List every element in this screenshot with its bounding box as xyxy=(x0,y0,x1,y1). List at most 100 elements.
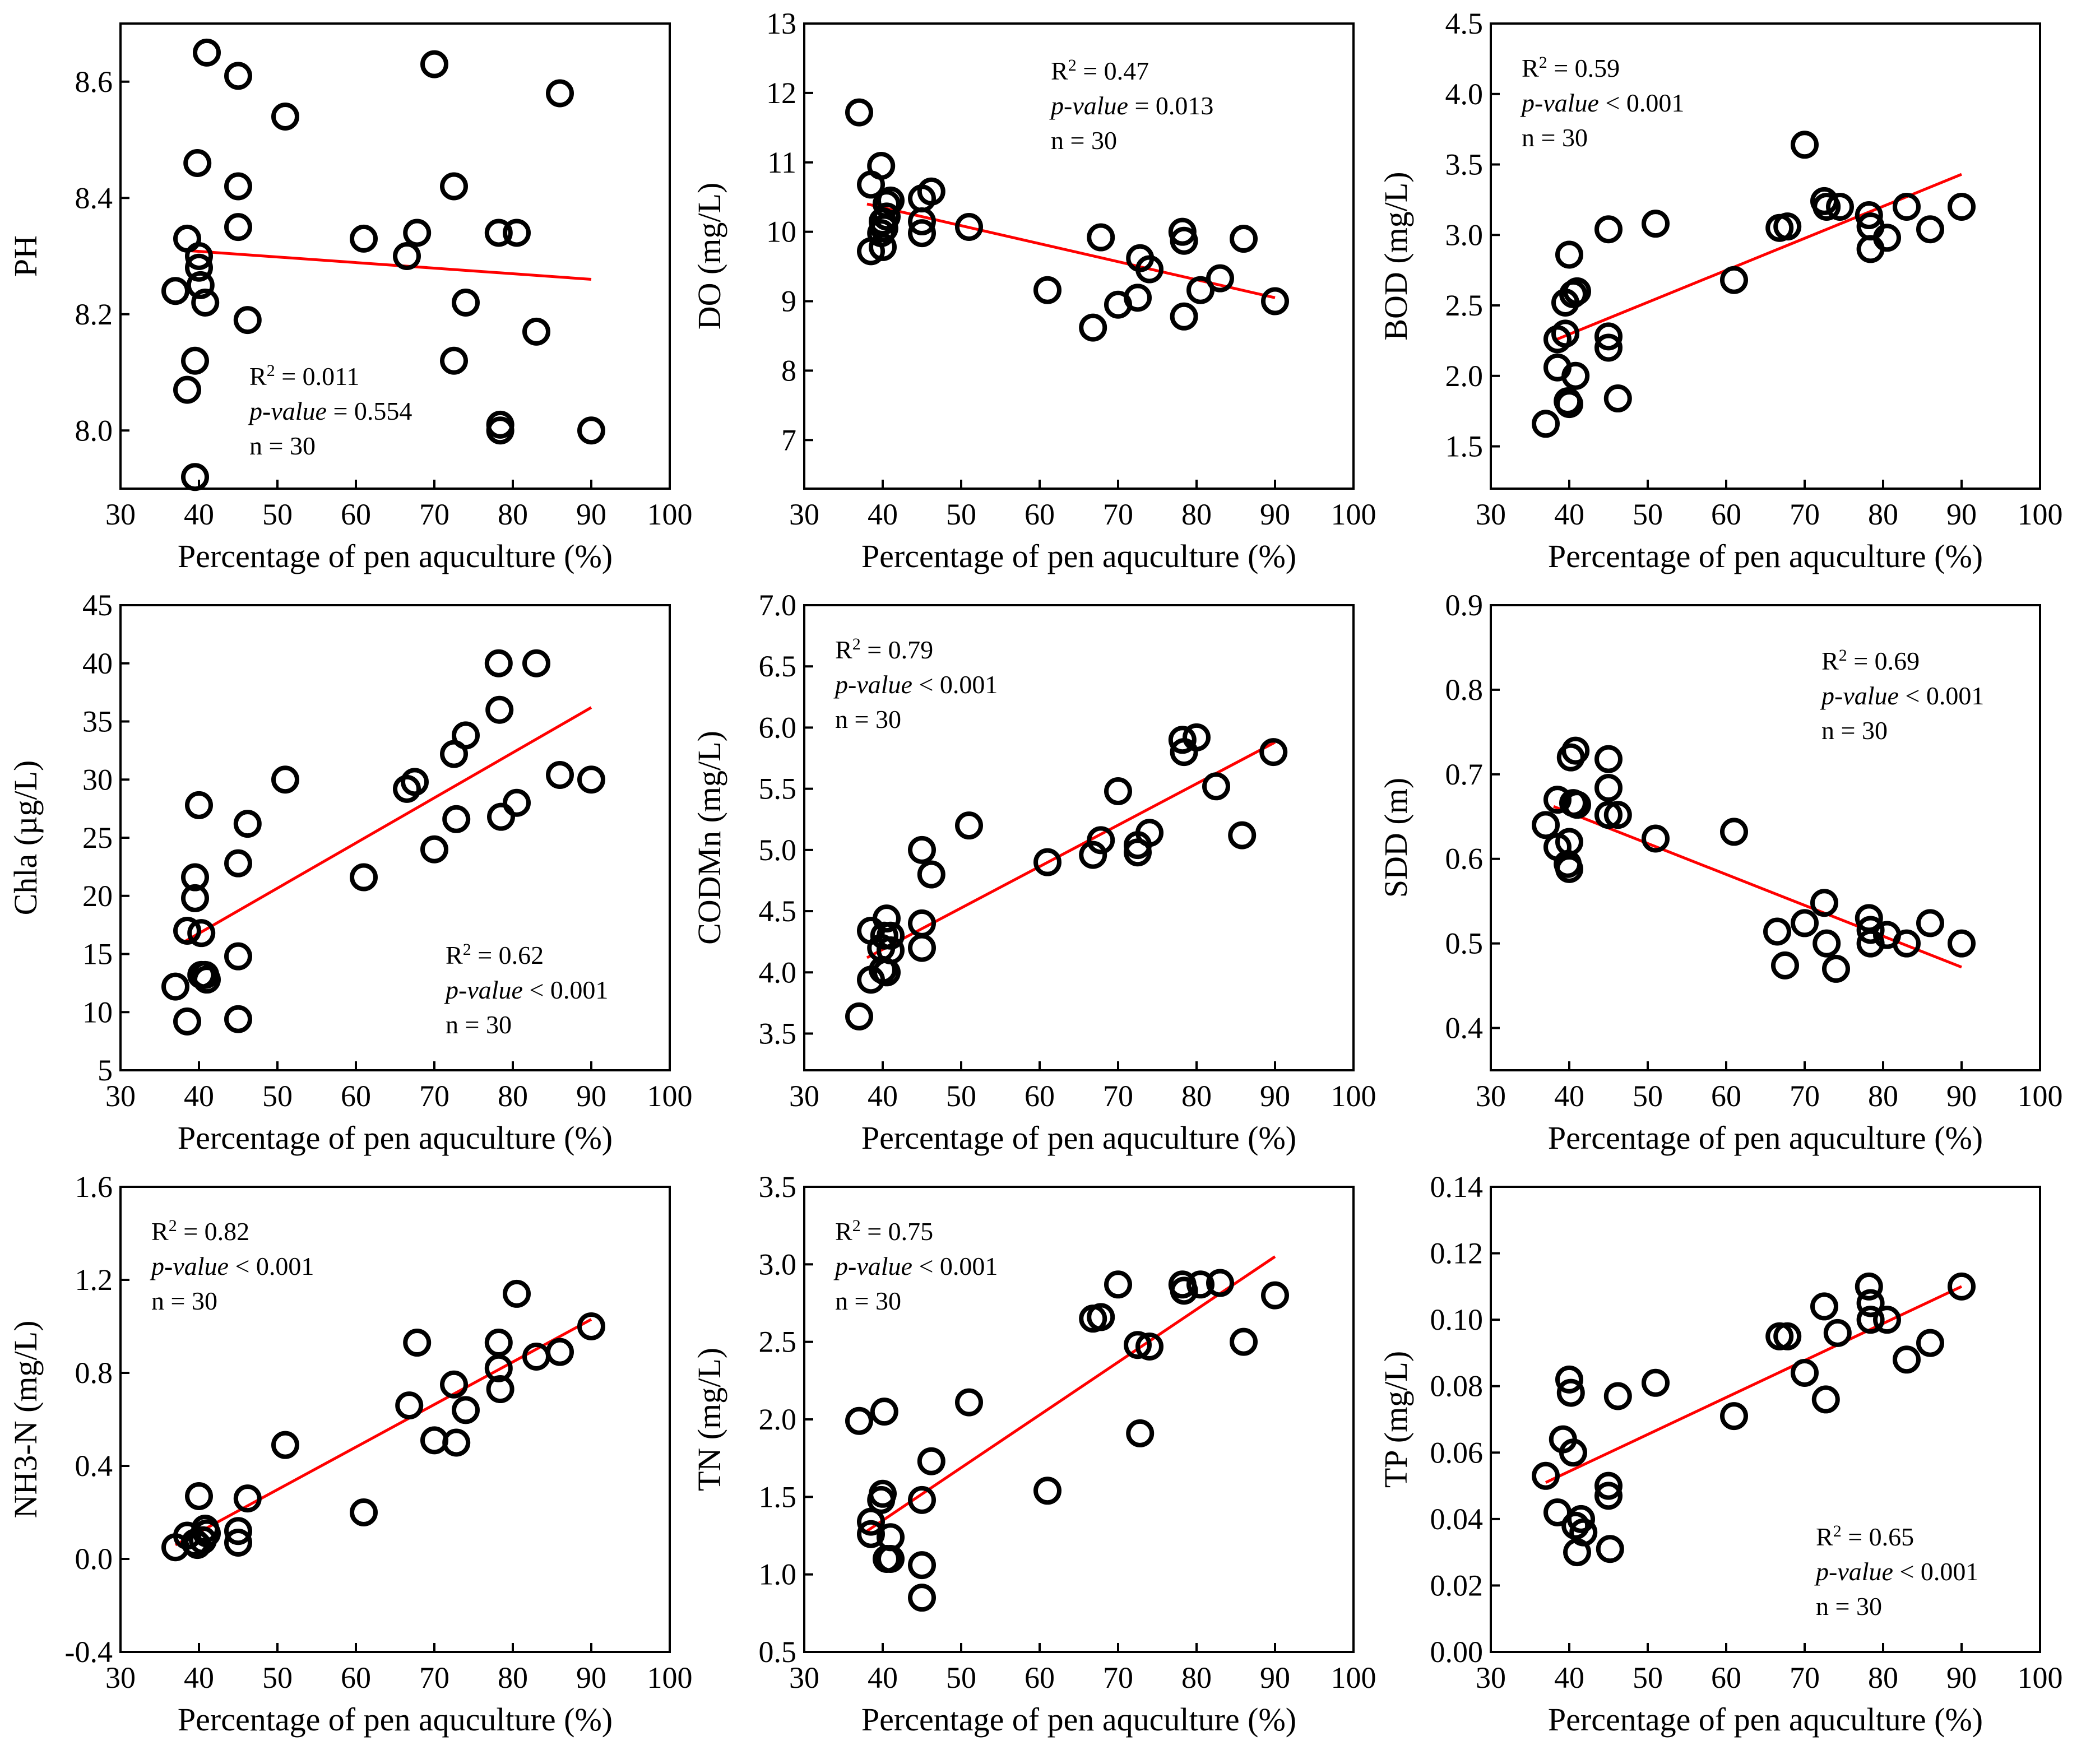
y-tick-label: 9 xyxy=(781,285,796,318)
data-point xyxy=(173,1007,201,1036)
y-tick-label: 2.0 xyxy=(759,1403,797,1436)
y-tick-label: 0.5 xyxy=(1445,927,1484,960)
data-point xyxy=(187,919,216,948)
y-tick-label: 7 xyxy=(781,423,796,457)
y-tick-label: 6.5 xyxy=(759,649,797,683)
x-tick-label: 90 xyxy=(576,498,606,531)
data-point xyxy=(503,1279,531,1308)
y-tick-label: 0.4 xyxy=(75,1449,113,1483)
x-tick-label: 100 xyxy=(647,498,693,531)
data-point xyxy=(1230,1327,1258,1356)
chart-panel-ph: 30 40 50 60 70 80 90 100 8.0 8.2 8.4 8.6 Percentage … xyxy=(7,22,693,574)
x-tick-label: 80 xyxy=(498,498,528,531)
x-tick-label: 70 xyxy=(1103,1661,1133,1695)
y-tick-label: 8.0 xyxy=(75,414,113,447)
x-tick-label: 90 xyxy=(1260,1079,1290,1113)
data-point xyxy=(1555,1365,1583,1394)
data-point xyxy=(1551,319,1579,348)
data-point xyxy=(1186,276,1214,304)
x-axis-title: Percentage of pen aquculture (%) xyxy=(1548,538,1983,574)
y-tick-label: 0.00 xyxy=(1430,1635,1484,1669)
stats-annotation: R2 = 0.62 p-value < 0.001 n = 30 xyxy=(444,940,608,1039)
data-point xyxy=(484,649,513,677)
x-tick-label: 60 xyxy=(1711,1079,1741,1113)
data-point xyxy=(173,917,201,945)
data-point xyxy=(955,1388,983,1417)
data-point xyxy=(233,306,262,335)
data-point xyxy=(522,649,550,677)
data-point xyxy=(1124,284,1152,312)
data-point xyxy=(1603,801,1632,829)
data-point xyxy=(403,1329,432,1357)
x-tick-label: 40 xyxy=(1554,1079,1584,1113)
data-point xyxy=(1168,726,1197,754)
data-point xyxy=(1642,824,1670,853)
y-tick-label: 8.2 xyxy=(75,298,113,331)
data-point xyxy=(955,811,983,840)
data-point xyxy=(193,1519,221,1548)
y-tick-label: 3.5 xyxy=(759,1170,797,1204)
y-tick-label: 1.5 xyxy=(759,1480,797,1514)
x-tick-label: 40 xyxy=(184,1661,214,1695)
data-point xyxy=(877,186,905,215)
data-point xyxy=(1763,917,1791,946)
data-point xyxy=(271,765,299,794)
stats-annotation: R2 = 0.82 p-value < 0.001 n = 30 xyxy=(150,1217,314,1316)
data-point xyxy=(1259,738,1288,767)
data-point xyxy=(1186,1270,1214,1299)
data-point xyxy=(1033,276,1061,304)
data-point xyxy=(1261,1281,1289,1310)
y-tick-label: 5 xyxy=(98,1053,113,1087)
data-point xyxy=(442,1428,471,1457)
data-point xyxy=(1555,240,1583,269)
data-point xyxy=(224,213,252,242)
y-tick-label: 0.14 xyxy=(1430,1170,1484,1204)
p-value-label: p-value = 0.013 xyxy=(1049,91,1213,120)
x-tick-label: 30 xyxy=(105,1661,136,1695)
data-point xyxy=(1555,855,1583,883)
data-point xyxy=(393,242,421,270)
y-tick-label: 25 xyxy=(82,821,113,855)
data-point xyxy=(873,904,901,933)
y-tick-label: 30 xyxy=(82,763,113,796)
data-point xyxy=(173,375,201,404)
x-tick-label: 80 xyxy=(498,1661,528,1695)
x-tick-label: 70 xyxy=(1790,1661,1820,1695)
y-tick-label: 0.4 xyxy=(1445,1011,1484,1045)
plot-frame xyxy=(119,22,671,490)
data-point xyxy=(1087,223,1115,252)
x-tick-label: 60 xyxy=(341,498,371,531)
data-point xyxy=(845,1406,873,1435)
data-point xyxy=(1893,192,1921,221)
y-tick-label: 10 xyxy=(82,995,113,1029)
y-tick-label: 0.8 xyxy=(75,1356,113,1390)
y-tick-label: 8 xyxy=(781,354,796,387)
data-point xyxy=(1563,277,1591,305)
data-point xyxy=(1206,1269,1234,1297)
x-tick-label: 50 xyxy=(1633,498,1663,531)
x-tick-label: 40 xyxy=(184,1079,214,1113)
y-tick-label: 0.04 xyxy=(1430,1502,1484,1536)
r-squared-label: R2 = 0.62 xyxy=(446,940,544,970)
data-point xyxy=(1033,848,1061,876)
data-point xyxy=(1170,226,1198,255)
data-point xyxy=(224,1005,252,1033)
data-point xyxy=(485,695,514,724)
data-point xyxy=(1791,909,1819,937)
sample-size-label: n = 30 xyxy=(835,1287,901,1315)
data-point xyxy=(1033,1477,1061,1505)
data-point xyxy=(484,1354,513,1382)
y-tick-label: 0.7 xyxy=(1445,758,1484,791)
regression-line xyxy=(866,1255,1276,1533)
x-tick-label: 70 xyxy=(1790,1079,1820,1113)
data-point xyxy=(1104,1270,1132,1299)
data-point xyxy=(908,1486,936,1514)
data-point xyxy=(233,1484,262,1513)
data-point xyxy=(1873,1306,1901,1334)
y-tick-label: 3.5 xyxy=(1445,148,1484,182)
x-tick-label: 30 xyxy=(105,498,136,531)
data-point xyxy=(224,1528,252,1557)
r-squared-label: R2 = 0.65 xyxy=(1816,1522,1914,1552)
data-point xyxy=(1810,889,1838,917)
